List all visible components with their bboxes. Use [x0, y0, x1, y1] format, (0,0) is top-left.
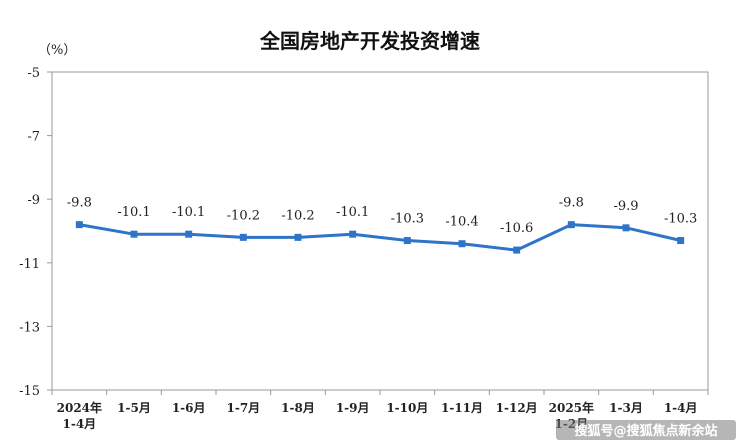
data-label: -9.8	[559, 196, 584, 211]
watermark-text: 搜狐号@搜狐焦点新余站	[574, 423, 717, 439]
x-tick-label: 1-6月	[172, 401, 206, 415]
data-point	[130, 230, 138, 238]
x-tick-label: 1-4月	[62, 417, 96, 431]
data-label: -10.4	[445, 215, 478, 230]
y-tick-label: -11	[19, 257, 40, 272]
data-point	[239, 233, 247, 241]
data-point	[622, 224, 630, 232]
x-tick-label: 1-4月	[664, 401, 698, 415]
x-tick-label: 1-5月	[117, 401, 151, 415]
y-axis-unit-label: （%）	[38, 43, 76, 58]
x-tick-label: 1-12月	[496, 401, 538, 415]
data-label: -10.3	[664, 212, 697, 227]
data-label: -9.8	[67, 196, 92, 211]
data-label: -10.6	[500, 221, 533, 236]
data-point	[458, 240, 466, 248]
data-point	[677, 237, 685, 245]
plot-area-border	[51, 71, 709, 391]
data-label: -10.1	[117, 205, 150, 220]
x-tick-label: 1-8月	[281, 401, 315, 415]
y-tick-label: -13	[19, 320, 40, 335]
y-axis-ticks: -5 -7 -9 -11 -13 -15	[19, 66, 52, 399]
x-tick-label: 1-10月	[386, 401, 428, 415]
y-tick-label: -5	[27, 66, 40, 81]
data-points	[75, 221, 685, 254]
data-point	[294, 233, 302, 241]
data-label: -9.9	[613, 199, 638, 214]
x-tick-label: 2025年	[549, 400, 594, 415]
data-point	[513, 246, 521, 254]
data-label: -10.1	[172, 205, 205, 220]
data-label: -10.1	[336, 205, 369, 220]
data-label: -10.2	[227, 208, 260, 223]
data-point	[567, 221, 575, 229]
data-point	[185, 230, 193, 238]
data-point	[75, 221, 83, 229]
data-label: -10.2	[281, 208, 314, 223]
y-tick-label: -9	[27, 193, 40, 208]
data-labels: -9.8 -10.1 -10.1 -10.2 -10.2 -10.1 -10.3 -10.4 -…	[67, 196, 698, 236]
series-line	[79, 223, 682, 252]
data-point	[403, 237, 411, 245]
y-tick-label: -7	[27, 130, 40, 145]
watermark: 搜狐号@搜狐焦点新余站	[556, 420, 736, 440]
data-label: -10.3	[391, 212, 424, 227]
data-point	[349, 230, 357, 238]
chart-title: 全国房地产开发投资增速	[259, 29, 480, 53]
x-tick-label: 1-9月	[336, 401, 370, 415]
x-tick-label: 1-7月	[226, 401, 260, 415]
x-tick-label: 1-3月	[609, 401, 643, 415]
y-tick-label: -15	[19, 384, 40, 399]
x-tick-label: 1-11月	[441, 401, 483, 415]
x-tick-label: 2024年	[57, 400, 102, 415]
